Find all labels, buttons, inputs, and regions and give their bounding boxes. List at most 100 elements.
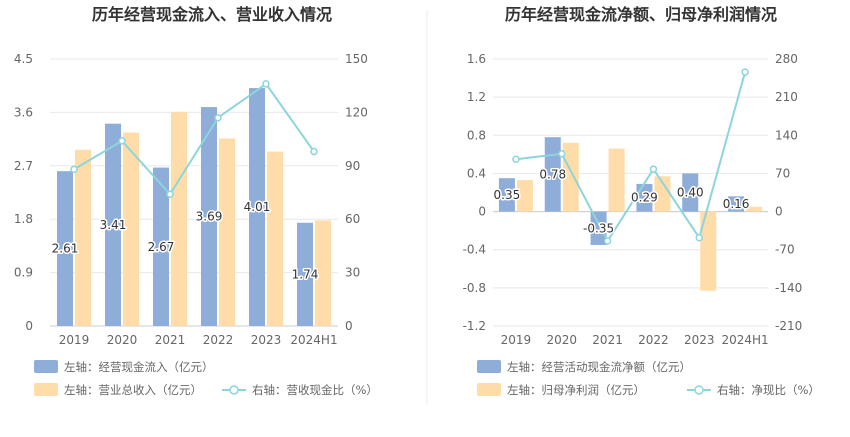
right-axis-tick-label: 30: [345, 266, 360, 280]
bar-cash-series[interactable]: [249, 88, 265, 326]
bar-cash-series[interactable]: [105, 123, 121, 326]
x-axis-tick-label: 2020: [107, 333, 138, 347]
chart-title: 历年经营现金流净额、归母净利润情况: [505, 5, 777, 24]
bar-profit-series[interactable]: [171, 111, 187, 326]
data-label: 3.69: [196, 210, 223, 224]
bar-profit-series[interactable]: [562, 142, 579, 212]
data-label: 1.74: [292, 267, 319, 281]
legend-swatch-bar2[interactable]: [34, 383, 58, 396]
data-label: 0.29: [631, 191, 658, 205]
cash-inflow-revenue-chart: 历年经营现金流入、营业收入情况 0 0 0.9 30 1.8 60 2.7 90 3.6 120 4…: [14, 5, 378, 397]
ratio-line: [73, 82, 315, 196]
bar-cash-series[interactable]: [728, 196, 745, 212]
net-cashflow-profit-chart: 历年经营现金流净额、归母净利润情况 -1.2 -210 -0.8 -140 -0.4 -7…: [463, 5, 820, 397]
bar-profit-series[interactable]: [267, 151, 283, 326]
x-axis-tick-label: 2024H1: [721, 333, 768, 347]
x-axis-tick-label: 2023: [251, 333, 282, 347]
ratio-point[interactable]: [166, 190, 174, 199]
ratio-point[interactable]: [603, 237, 612, 245]
x-axis-tick-label: 2019: [501, 333, 532, 347]
data-label-halo: 0.16: [723, 197, 750, 211]
left-axis-tick-label: 1.6: [467, 52, 486, 66]
bar-profit-series[interactable]: [123, 132, 139, 326]
legend-swatch-point: [229, 385, 239, 395]
bar-profit-series[interactable]: [608, 148, 625, 212]
x-axis-tick-label: 2020: [546, 333, 577, 347]
data-label: 0.78: [539, 167, 566, 181]
x-axis-tick-label: 2021: [155, 333, 186, 347]
chart-title: 历年经营现金流入、营业收入情况: [92, 5, 332, 24]
data-label: 4.01: [244, 200, 271, 214]
data-label-halo: 0.78: [539, 167, 566, 181]
bar-profit-series[interactable]: [746, 206, 763, 212]
legend-swatch-bar2[interactable]: [477, 383, 501, 396]
ratio-point[interactable]: [310, 147, 318, 156]
ratio-line: [515, 71, 747, 243]
left-axis-tick-label: 1.2: [467, 90, 486, 104]
legend-label[interactable]: 右轴：营收现金比（%）: [252, 383, 378, 397]
bar-cash-series[interactable]: [153, 167, 169, 326]
left-axis-tick-label: -1.2: [463, 319, 486, 333]
data-label-halo: 3.41: [100, 218, 127, 232]
right-axis-tick-label: 280: [775, 52, 798, 66]
legend-label[interactable]: 左轴：经营活动现金流净额（亿元）: [507, 360, 691, 374]
right-axis-tick-label: 140: [775, 128, 798, 142]
left-axis-tick-label: -0.4: [463, 243, 486, 257]
x-axis-tick-label: 2021: [592, 333, 623, 347]
data-label-halo: 0.35: [494, 188, 521, 202]
data-label-halo: -0.35: [583, 221, 614, 235]
bar-profit-series[interactable]: [654, 176, 671, 212]
bar-cash-series[interactable]: [590, 211, 607, 245]
data-label-halo: 4.01: [244, 200, 271, 214]
bar-cash-series[interactable]: [682, 173, 699, 212]
right-axis-tick-label: -140: [775, 281, 802, 295]
left-axis-tick-label: 0.8: [467, 128, 486, 142]
right-axis-tick-label: -210: [775, 319, 802, 333]
legend-label[interactable]: 左轴：归母净利润（亿元）: [507, 383, 645, 397]
data-label-halo: 2.67: [148, 240, 175, 254]
left-axis-tick-label: -0.8: [463, 281, 486, 295]
ratio-point[interactable]: [512, 155, 520, 164]
ratio-point[interactable]: [695, 233, 703, 242]
ratio-point[interactable]: [262, 80, 270, 88]
legend-label[interactable]: 左轴：营业总收入（亿元）: [64, 383, 202, 397]
data-label: 3.41: [100, 218, 127, 232]
bar-cash-series[interactable]: [201, 107, 217, 326]
left-axis-tick-label: 0: [25, 319, 33, 333]
right-axis-tick-label: 70: [775, 166, 790, 180]
left-axis-tick-label: 3.6: [14, 105, 33, 119]
bar-profit-series[interactable]: [700, 211, 717, 291]
data-label: 2.61: [52, 242, 79, 256]
legend-swatch-point: [694, 385, 704, 395]
bar-cash-series[interactable]: [498, 178, 515, 212]
ratio-point[interactable]: [118, 137, 126, 145]
ratio-point[interactable]: [214, 113, 222, 122]
legend-swatch-bar1[interactable]: [34, 360, 58, 373]
x-axis-tick-label: 2024H1: [290, 333, 337, 347]
legend-swatch-bar1[interactable]: [477, 360, 501, 373]
ratio-point[interactable]: [649, 165, 658, 173]
bar-cash-series[interactable]: [57, 171, 73, 326]
ratio-point[interactable]: [741, 68, 749, 76]
bar-profit-series[interactable]: [75, 149, 91, 326]
right-axis-tick-label: 60: [345, 212, 360, 226]
bar-profit-series[interactable]: [219, 138, 235, 326]
ratio-point[interactable]: [70, 165, 78, 174]
right-axis-tick-label: 0: [345, 319, 353, 333]
legend-label[interactable]: 右轴：净现比（%）: [717, 383, 820, 397]
ratio-point[interactable]: [558, 150, 566, 158]
right-axis-tick-label: 90: [345, 159, 360, 173]
x-axis-tick-label: 2022: [638, 333, 669, 347]
bar-profit-series[interactable]: [516, 180, 533, 212]
data-label: 0.40: [677, 186, 704, 200]
left-axis-tick-label: 0.9: [14, 266, 33, 280]
bar-cash-series[interactable]: [297, 222, 313, 326]
data-label-halo: 1.74: [292, 267, 319, 281]
data-label-halo: 2.61: [52, 242, 79, 256]
bar-profit-series[interactable]: [315, 220, 331, 326]
data-label-halo: 3.69: [196, 210, 223, 224]
data-label: 2.67: [148, 240, 175, 254]
legend-label[interactable]: 左轴：经营现金流入（亿元）: [64, 360, 214, 374]
right-axis-tick-label: 210: [775, 90, 798, 104]
left-axis-tick-label: 2.7: [14, 159, 33, 173]
